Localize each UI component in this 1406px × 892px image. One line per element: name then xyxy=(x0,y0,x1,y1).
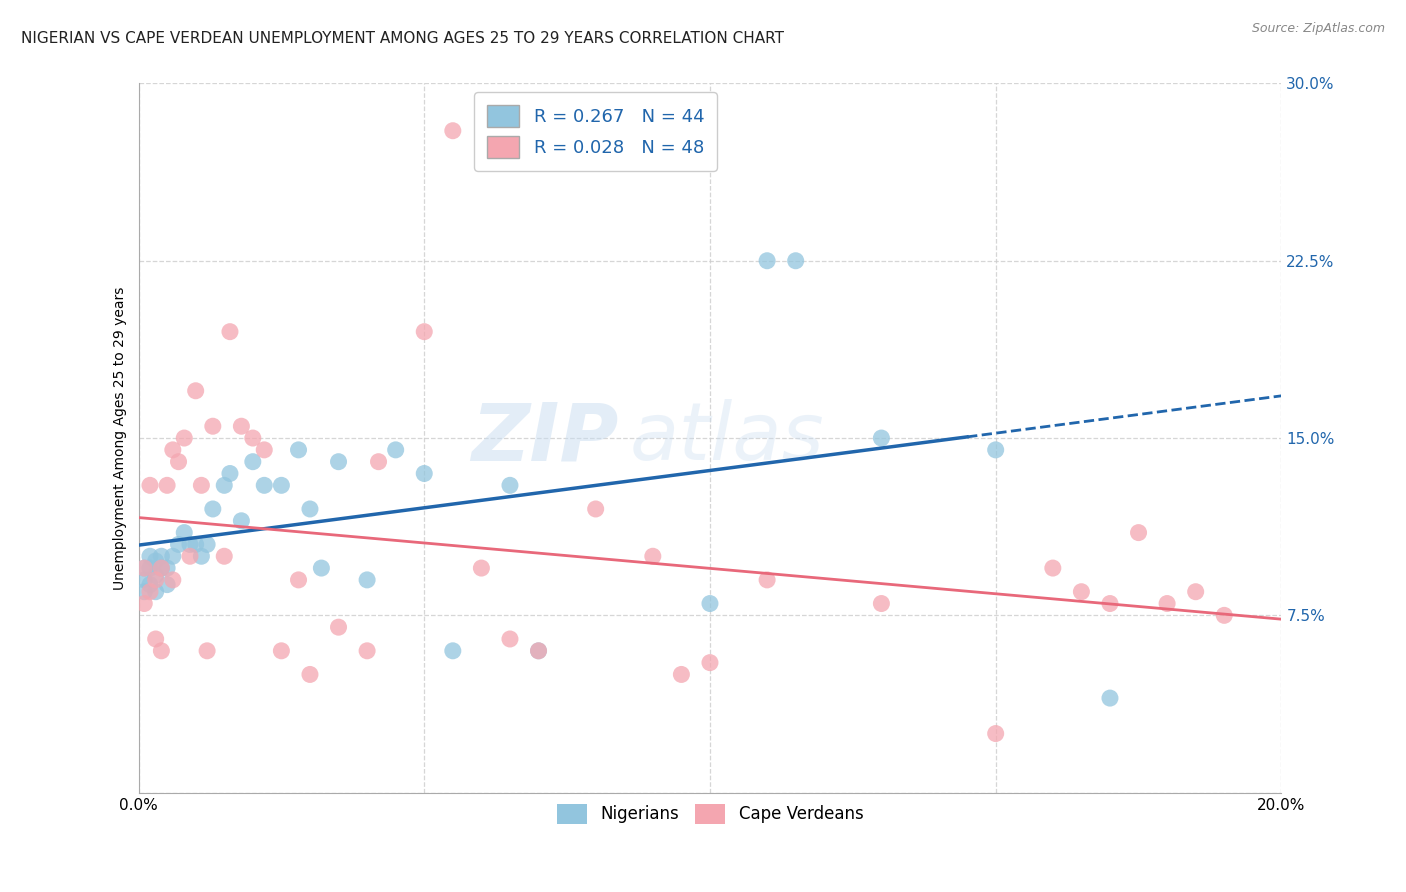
Point xyxy=(413,325,436,339)
Point xyxy=(1128,525,1150,540)
Point xyxy=(384,442,406,457)
Point xyxy=(253,442,276,457)
Point xyxy=(356,644,378,658)
Point xyxy=(162,442,184,457)
Point xyxy=(413,467,436,481)
Point xyxy=(527,644,550,658)
Point xyxy=(585,502,607,516)
Point xyxy=(1098,597,1121,611)
Point xyxy=(356,573,378,587)
Point xyxy=(179,549,201,564)
Point xyxy=(162,549,184,564)
Point xyxy=(139,478,162,492)
Point xyxy=(756,253,779,268)
Point xyxy=(984,726,1007,740)
Point xyxy=(756,573,779,587)
Point xyxy=(527,644,550,658)
Point xyxy=(156,478,179,492)
Point xyxy=(699,597,721,611)
Point xyxy=(184,537,207,551)
Point xyxy=(145,573,167,587)
Point xyxy=(162,573,184,587)
Point xyxy=(699,656,721,670)
Point xyxy=(134,561,156,575)
Point xyxy=(195,644,218,658)
Point xyxy=(134,597,156,611)
Point xyxy=(139,561,162,575)
Point xyxy=(441,644,464,658)
Text: Source: ZipAtlas.com: Source: ZipAtlas.com xyxy=(1251,22,1385,36)
Point xyxy=(785,253,807,268)
Point xyxy=(641,549,664,564)
Text: NIGERIAN VS CAPE VERDEAN UNEMPLOYMENT AMONG AGES 25 TO 29 YEARS CORRELATION CHAR: NIGERIAN VS CAPE VERDEAN UNEMPLOYMENT AM… xyxy=(21,31,785,46)
Point xyxy=(173,525,195,540)
Point xyxy=(150,549,173,564)
Point xyxy=(231,419,253,434)
Point xyxy=(134,561,156,575)
Point xyxy=(231,514,253,528)
Point xyxy=(270,478,292,492)
Point xyxy=(499,632,522,646)
Point xyxy=(984,442,1007,457)
Point xyxy=(134,584,156,599)
Point xyxy=(195,537,218,551)
Point xyxy=(1042,561,1064,575)
Point xyxy=(671,667,693,681)
Point xyxy=(270,644,292,658)
Y-axis label: Unemployment Among Ages 25 to 29 years: Unemployment Among Ages 25 to 29 years xyxy=(114,286,128,590)
Point xyxy=(219,325,242,339)
Point xyxy=(184,384,207,398)
Point xyxy=(156,561,179,575)
Point xyxy=(212,549,235,564)
Point xyxy=(1098,691,1121,706)
Text: ZIP: ZIP xyxy=(471,399,619,477)
Point xyxy=(287,442,309,457)
Point xyxy=(201,502,224,516)
Point xyxy=(212,478,235,492)
Point xyxy=(298,667,321,681)
Point xyxy=(470,561,492,575)
Point xyxy=(287,573,309,587)
Text: atlas: atlas xyxy=(630,399,825,477)
Legend: Nigerians, Cape Verdeans: Nigerians, Cape Verdeans xyxy=(547,794,873,834)
Point xyxy=(145,584,167,599)
Point xyxy=(242,455,264,469)
Point xyxy=(367,455,389,469)
Point xyxy=(145,554,167,568)
Point xyxy=(328,620,350,634)
Point xyxy=(298,502,321,516)
Point xyxy=(190,478,212,492)
Point xyxy=(156,577,179,591)
Point xyxy=(253,478,276,492)
Point xyxy=(585,147,607,161)
Point xyxy=(139,584,162,599)
Point xyxy=(150,644,173,658)
Point xyxy=(1213,608,1236,623)
Point xyxy=(139,549,162,564)
Point xyxy=(167,455,190,469)
Point xyxy=(167,537,190,551)
Point xyxy=(242,431,264,445)
Point xyxy=(219,467,242,481)
Point xyxy=(441,124,464,138)
Point xyxy=(311,561,333,575)
Point xyxy=(139,577,162,591)
Point xyxy=(145,632,167,646)
Point xyxy=(173,431,195,445)
Point xyxy=(134,573,156,587)
Point xyxy=(1184,584,1206,599)
Point xyxy=(499,478,522,492)
Point xyxy=(328,455,350,469)
Point xyxy=(145,568,167,582)
Point xyxy=(870,431,893,445)
Point xyxy=(870,597,893,611)
Point xyxy=(1156,597,1178,611)
Point xyxy=(179,537,201,551)
Point xyxy=(1070,584,1092,599)
Point xyxy=(201,419,224,434)
Point xyxy=(150,561,173,575)
Point xyxy=(150,561,173,575)
Point xyxy=(190,549,212,564)
